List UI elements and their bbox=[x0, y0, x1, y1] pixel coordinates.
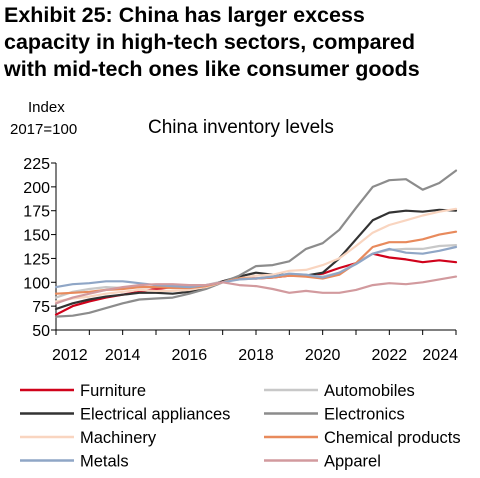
y-tick-label: 50 bbox=[32, 323, 50, 340]
legend-label: Machinery bbox=[80, 429, 157, 447]
legend-label: Chemical products bbox=[324, 429, 461, 447]
x-tick-label: 2014 bbox=[105, 347, 141, 364]
series-lines bbox=[54, 169, 458, 318]
y-tick-label: 100 bbox=[23, 275, 50, 292]
legend-label: Automobiles bbox=[324, 382, 415, 400]
y-tick-label: 150 bbox=[23, 228, 50, 245]
x-tick-label: 2024 bbox=[422, 347, 458, 364]
legend-label: Furniture bbox=[80, 382, 146, 400]
series-line-machinery bbox=[54, 207, 458, 303]
y-tick-label: 125 bbox=[23, 251, 50, 268]
y-tick-label: 225 bbox=[23, 156, 50, 173]
y-tick-label: 75 bbox=[32, 299, 50, 316]
series-line-electronics bbox=[54, 169, 458, 318]
y-tick-label: 200 bbox=[23, 180, 50, 197]
y-axis-label-line-2: 2017=100 bbox=[10, 121, 77, 138]
y-axis-label-line-1: Index bbox=[28, 99, 65, 116]
chart-title: China inventory levels bbox=[148, 117, 334, 138]
x-tick-label: 2020 bbox=[305, 347, 341, 364]
y-tick-label: 175 bbox=[23, 204, 50, 221]
series-line-metals bbox=[54, 245, 458, 289]
headline-line-3: with mid-tech ones like consumer goods bbox=[4, 57, 420, 81]
headline-line-2: capacity in high-tech sectors, compared bbox=[4, 30, 416, 54]
axes: 50 75 100 125 150 175 200 225 2012 2014 2016 2018 20… bbox=[23, 156, 458, 364]
headline-line-1: Exhibit 25: China has larger excess bbox=[4, 3, 365, 27]
legend-label: Metals bbox=[80, 453, 129, 471]
x-tick-label: 2018 bbox=[238, 347, 274, 364]
x-tick-label: 2012 bbox=[52, 347, 88, 364]
legend-label: Electrical appliances bbox=[80, 406, 230, 424]
legend: Furniture Automobiles Electrical appliance… bbox=[20, 382, 461, 471]
legend-label: Electronics bbox=[324, 406, 405, 424]
exhibit-headline: Exhibit 25: China has larger excess capa… bbox=[4, 2, 478, 83]
series-line-electrical-appliances bbox=[54, 208, 458, 311]
legend-label: Apparel bbox=[324, 453, 381, 471]
x-tick-label: 2016 bbox=[172, 347, 208, 364]
series-line-apparel bbox=[54, 275, 458, 305]
x-tick-label: 2022 bbox=[372, 347, 408, 364]
